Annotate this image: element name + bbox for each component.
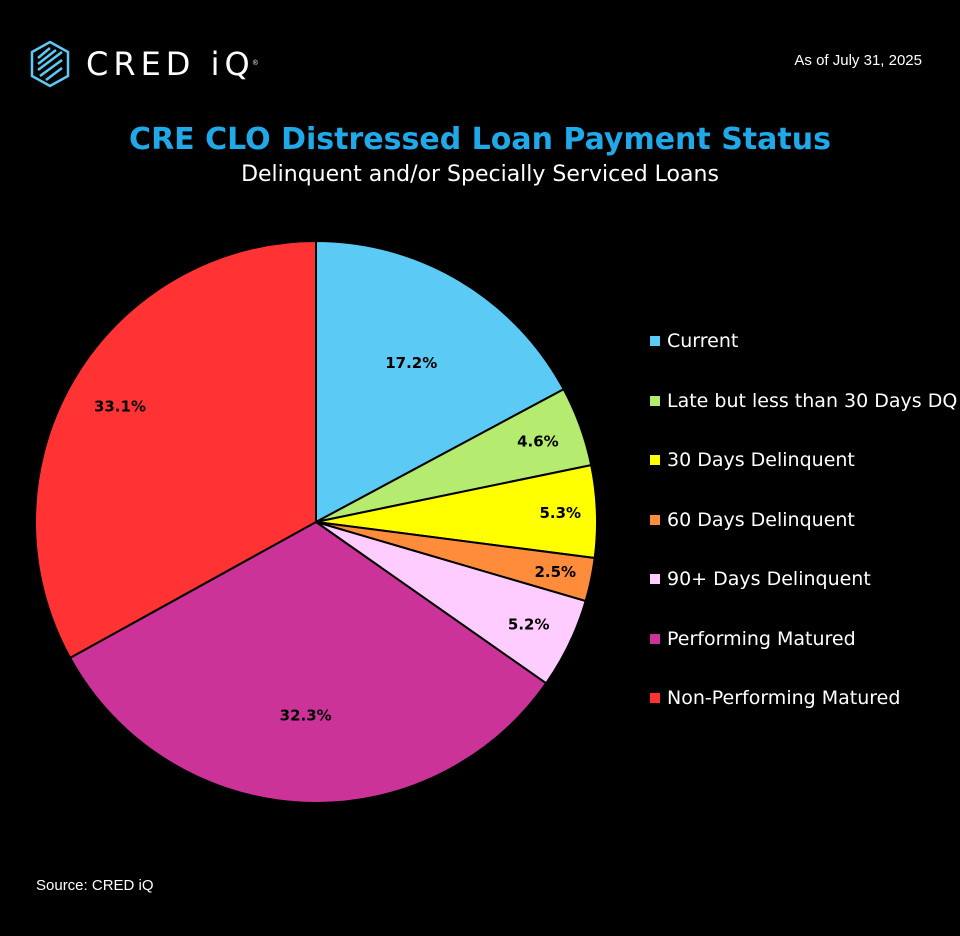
legend-label: Performing Matured [667, 627, 856, 650]
legend-label: Current [667, 330, 739, 352]
pie-slice-current [315, 239, 565, 524]
slice-data-label: 32.3% [280, 707, 332, 725]
legend-item: Current [650, 330, 738, 352]
legend-label: Late but less than 30 Days DQ [667, 389, 958, 412]
slice-data-label: 17.2% [385, 354, 437, 372]
slice-data-label: 4.6% [517, 433, 559, 451]
slice-data-label: 33.1% [94, 397, 146, 415]
legend-item: Performing Matured [650, 628, 856, 650]
legend-swatch [650, 336, 660, 346]
legend-item: 90+ Days Delinquent [650, 568, 871, 590]
legend-swatch [650, 574, 660, 584]
legend-swatch [650, 395, 660, 406]
brand-logo: CRED iQ ® [30, 40, 258, 88]
legend-swatch [650, 455, 660, 465]
as-of-date: As of July 31, 2025 [794, 52, 922, 69]
brand-name: CRED iQ [86, 45, 255, 83]
legend-label: Non-Performing Matured [667, 687, 901, 709]
registered-mark: ® [252, 60, 258, 67]
slice-data-label: 5.3% [539, 504, 581, 522]
legend-swatch [650, 633, 660, 644]
legend-item: 30 Days Delinquent [650, 449, 855, 471]
legend-swatch [650, 514, 660, 525]
legend-swatch [650, 693, 660, 703]
legend-label: 30 Days Delinquent [667, 449, 855, 471]
chart-subtitle: Delinquent and/or Specially Serviced Loa… [241, 162, 719, 187]
chart-title: CRE CLO Distressed Loan Payment Status [129, 122, 831, 157]
pie-slice-non-performing-matured [34, 239, 317, 660]
legend-label: 90+ Days Delinquent [667, 568, 871, 590]
legend-label: 60 Days Delinquent [667, 508, 855, 531]
source-note: Source: CRED iQ [36, 877, 154, 894]
slice-data-label: 2.5% [534, 563, 576, 581]
slice-data-label: 5.2% [508, 615, 550, 633]
legend-item: Non-Performing Matured [650, 687, 900, 709]
cred-iq-logo-icon [30, 40, 70, 88]
legend-item: Late but less than 30 Days DQ [650, 390, 957, 412]
legend-item: 60 Days Delinquent [650, 509, 855, 531]
